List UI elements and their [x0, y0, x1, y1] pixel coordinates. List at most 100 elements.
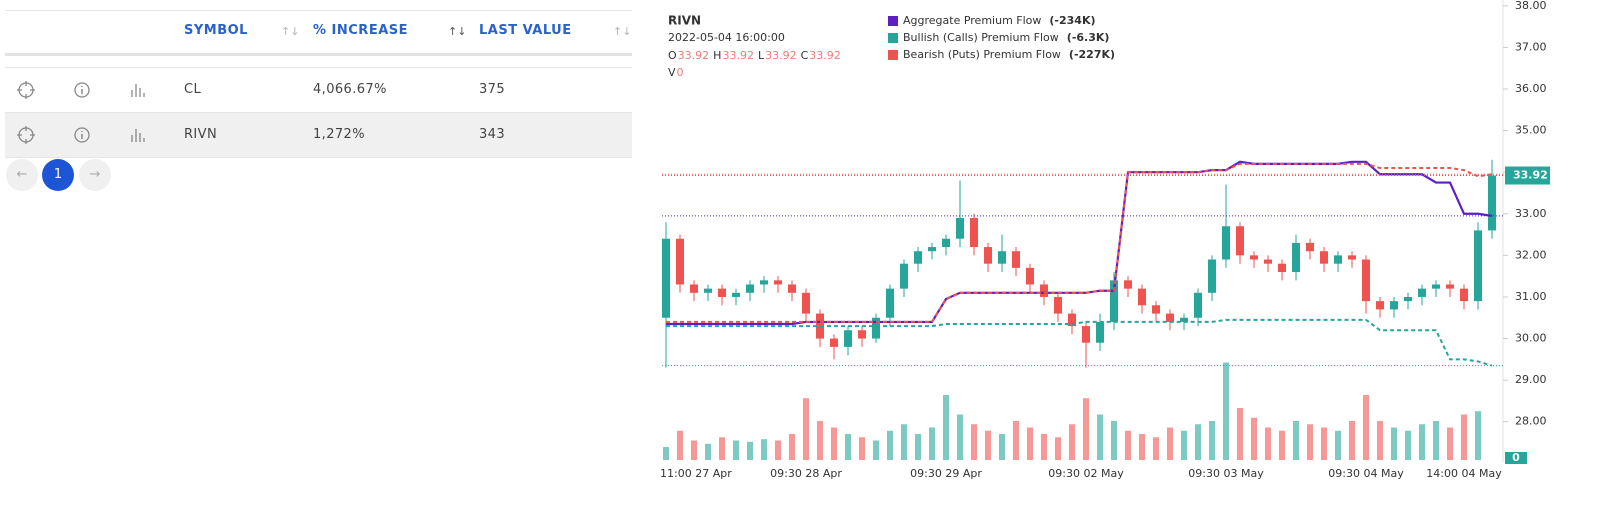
ohlc-value: 33.92	[722, 49, 754, 62]
candle-body	[1194, 292, 1202, 318]
candle-body	[760, 280, 768, 285]
volume-bar	[1097, 414, 1103, 460]
candle-body	[1362, 259, 1370, 302]
volume-bar	[775, 440, 781, 460]
volume-bar	[803, 398, 809, 460]
sort-icon[interactable]: ↑↓	[613, 25, 632, 38]
legend-swatch	[888, 33, 898, 43]
info-icon[interactable]	[73, 81, 91, 99]
candle-body	[942, 238, 950, 248]
current-page[interactable]: 1	[42, 159, 74, 191]
volume-bar	[1167, 427, 1173, 460]
volume-bar	[1447, 427, 1453, 460]
candle-body	[746, 284, 754, 293]
volume-bar	[859, 437, 865, 460]
sort-icon[interactable]: ↑↓	[448, 25, 467, 38]
sort-icon[interactable]: ↑↓	[281, 25, 300, 38]
x-tick-label: 09:30 02 May	[1048, 467, 1124, 480]
volume-bar	[1013, 421, 1019, 460]
ohlc-value: 0	[677, 66, 684, 79]
y-tick-label: 28.00	[1515, 415, 1547, 428]
legend-label: Bullish (Calls) Premium Flow	[903, 31, 1059, 44]
volume-bar	[943, 395, 949, 460]
candle-body	[844, 330, 852, 347]
crosshair-icon[interactable]	[17, 126, 35, 144]
table-row: CL 4,066.67% 375	[5, 67, 632, 113]
volume-bar	[719, 437, 725, 460]
volume-bar	[1223, 362, 1229, 460]
volume-bar	[845, 434, 851, 460]
header[interactable]: LAST VALUE	[479, 23, 572, 38]
candle-body	[1012, 251, 1020, 268]
candle-body	[1026, 267, 1034, 285]
cell: 375	[479, 82, 506, 97]
volume-bar	[873, 440, 879, 460]
volume-bar	[887, 430, 893, 460]
chart-icon[interactable]	[129, 81, 147, 99]
ohlc-key: C	[801, 49, 809, 62]
candle-body	[1432, 284, 1440, 289]
crosshair-icon[interactable]	[17, 81, 35, 99]
volume-bar	[1237, 408, 1243, 460]
flow-line	[666, 318, 1493, 367]
candle-body	[886, 288, 894, 318]
volume-bar	[971, 424, 977, 460]
volume-bar	[1125, 430, 1131, 460]
candle-body	[956, 217, 964, 239]
volume-bar	[1307, 424, 1313, 460]
candle-body	[998, 251, 1006, 264]
volume-bar	[901, 424, 907, 460]
y-tick-label: 35.00	[1515, 124, 1547, 137]
next-page[interactable]: →	[79, 159, 111, 191]
volume-bar	[929, 427, 935, 460]
candle-body	[1068, 313, 1076, 327]
header[interactable]: % INCREASE	[313, 23, 409, 38]
volume-bar	[691, 440, 697, 460]
header[interactable]: SYMBOL	[184, 23, 248, 38]
candle-body	[872, 317, 880, 339]
y-tick-label: 36.00	[1515, 82, 1547, 95]
table-header: SYMBOL ↑↓ % INCREASE ↑↓ LAST VALUE ↑↓	[5, 11, 632, 56]
candle-body	[1320, 251, 1328, 264]
candle-body	[1208, 259, 1216, 293]
candle-body	[928, 247, 936, 252]
candle-body	[1376, 301, 1384, 310]
table-row: RIVN 1,272% 343	[5, 113, 632, 158]
volume-bar	[747, 441, 753, 460]
legend-label: Bearish (Puts) Premium Flow	[903, 48, 1061, 61]
volume-bar	[1419, 424, 1425, 460]
candle-body	[676, 238, 684, 285]
volume-bar	[915, 434, 921, 460]
candle-body	[1292, 242, 1300, 273]
cell: RIVN	[184, 127, 218, 142]
volume-bar	[1251, 417, 1257, 460]
chart-icon[interactable]	[129, 126, 147, 144]
volume-bar	[1279, 430, 1285, 460]
cell: 343	[479, 127, 506, 142]
volume-bar	[831, 427, 837, 460]
candle-body	[1138, 288, 1146, 306]
candle-body	[1418, 288, 1426, 297]
y-tick-label: 32.00	[1515, 248, 1547, 261]
candle-body	[1474, 230, 1482, 302]
candle-body	[1152, 305, 1160, 314]
table: SYMBOL ↑↓ % INCREASE ↑↓ LAST VALUE ↑↓ CL 4,…	[5, 10, 632, 158]
volume-bar	[1153, 437, 1159, 460]
x-tick-label: 09:30 03 May	[1188, 467, 1264, 480]
legend-value: (-6.3K)	[1067, 31, 1110, 44]
volume-bar	[1321, 427, 1327, 460]
cell: 4,066.67%	[313, 82, 387, 97]
candle-body	[1390, 301, 1398, 310]
volume-bar	[677, 430, 683, 460]
legend-value: (-227K)	[1069, 48, 1115, 61]
prev-page[interactable]: ←	[6, 159, 38, 191]
x-tick-label: 09:30 28 Apr	[770, 467, 842, 480]
x-tick-label: 11:00 27 Apr	[660, 467, 732, 480]
info-icon[interactable]	[73, 126, 91, 144]
volume-bar	[1181, 430, 1187, 460]
datetime: 2022-05-04 16:00:00	[668, 31, 785, 44]
candle-body	[830, 338, 838, 347]
ohlc-key: H	[713, 49, 721, 62]
volume-bar	[1391, 427, 1397, 460]
price-tag	[1505, 166, 1550, 185]
